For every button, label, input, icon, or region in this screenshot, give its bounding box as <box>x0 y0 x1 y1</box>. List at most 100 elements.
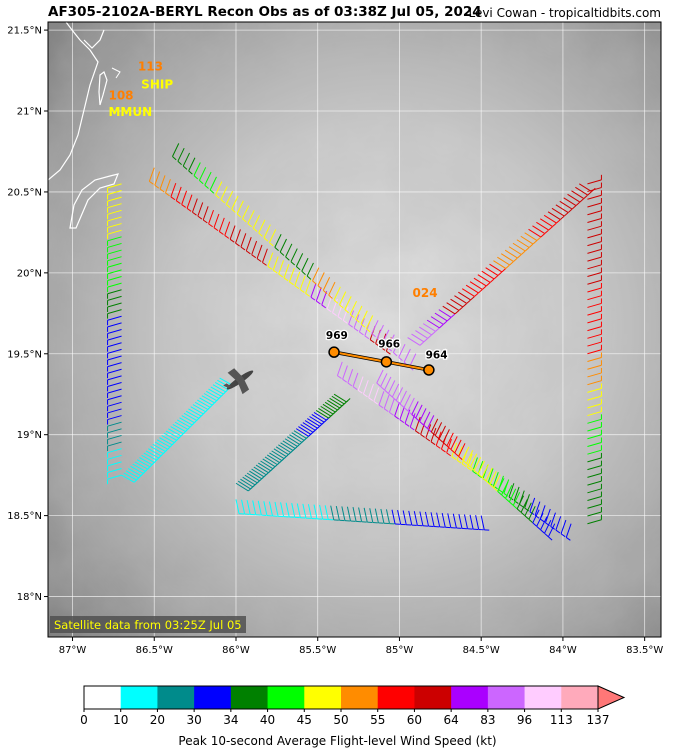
wind-barb <box>587 434 602 440</box>
wind-barb <box>402 510 407 525</box>
wind-barb <box>487 468 494 483</box>
wind-barb <box>387 334 395 348</box>
wind-barb-flag <box>505 497 510 503</box>
wind-barb-flag <box>520 511 526 517</box>
wind-barb <box>307 504 312 519</box>
wind-barb <box>492 472 499 487</box>
wind-barb-flag <box>202 219 208 224</box>
wind-barb-flag <box>521 250 526 255</box>
wind-barb <box>193 162 201 176</box>
wind-barb-flag <box>497 491 502 496</box>
wind-barb-flag <box>591 187 596 192</box>
wind-barb-flag <box>279 251 285 256</box>
wind-barb-flag <box>458 456 463 461</box>
wind-barb <box>543 214 557 224</box>
wind-barb <box>587 241 602 247</box>
wind-barb <box>587 411 602 417</box>
wind-barb <box>430 512 435 527</box>
wind-barb <box>454 439 462 454</box>
wind-barb <box>365 315 374 329</box>
wind-barb <box>208 209 214 225</box>
wind-barb <box>587 357 602 362</box>
wind-barb <box>274 234 282 248</box>
wind-barb <box>450 436 458 450</box>
wind-barb <box>285 502 290 518</box>
wind-barb <box>485 467 493 482</box>
wind-barb <box>107 262 122 268</box>
wind-barb-flag <box>386 350 391 355</box>
wind-barb-flag <box>373 400 379 405</box>
wind-barb <box>575 186 588 196</box>
wind-barb <box>177 147 185 162</box>
wind-barb <box>516 495 524 510</box>
wind-barb-flag <box>524 515 530 520</box>
wind-barb-flag <box>519 503 524 508</box>
wind-barb-flag <box>290 261 296 266</box>
lat-lon-grid <box>48 22 661 637</box>
wind-barb <box>197 202 204 217</box>
wind-barb-flag <box>342 319 348 324</box>
wind-barb <box>458 443 466 457</box>
wind-barb <box>224 221 231 236</box>
wind-barb <box>380 373 388 387</box>
colorbar-segment <box>304 686 342 709</box>
wind-barb <box>567 193 581 203</box>
colorbar-tick-label: 96 <box>517 713 532 727</box>
wind-barb <box>451 442 458 457</box>
wind-barb <box>532 225 546 234</box>
wind-barb <box>213 213 220 228</box>
wind-barb <box>587 372 602 378</box>
wind-barb <box>438 309 452 318</box>
wind-barb <box>328 281 336 296</box>
cozumel-island <box>98 71 108 106</box>
wind-barb-flag <box>512 504 518 510</box>
wind-barb-flag <box>213 227 219 232</box>
wind-barb <box>107 468 122 474</box>
wind-barb <box>312 267 320 282</box>
satellite-note: Satellite data from 03:25Z Jul 05 <box>54 618 242 632</box>
wind-barb-flag <box>278 273 283 278</box>
wind-barb <box>458 514 463 529</box>
wind-barb <box>299 275 306 290</box>
wind-barb-flag <box>552 222 557 227</box>
wind-barb-flag <box>235 242 240 247</box>
wind-barb <box>493 474 501 489</box>
wind-barb-flag <box>461 463 467 468</box>
wind-barb <box>322 403 336 413</box>
wind-barb <box>315 409 329 419</box>
wind-barb-flag <box>392 396 397 401</box>
wind-barb-flag <box>357 389 363 394</box>
wind-barb <box>587 403 602 409</box>
wind-barb-flag <box>172 156 177 161</box>
wind-barb-flag <box>450 313 456 318</box>
wind-barb-flag <box>509 501 514 506</box>
wind-barb-flag <box>481 477 487 482</box>
wind-barb <box>415 330 429 339</box>
wind-barb <box>385 509 391 524</box>
wind-barb <box>154 441 168 450</box>
wind-barb <box>170 426 184 435</box>
wind-barb <box>472 457 478 472</box>
wind-barb-flag <box>532 522 537 527</box>
wind-barb <box>587 333 602 339</box>
wind-barb-flag <box>509 261 514 266</box>
wind-barb-flag <box>446 317 452 322</box>
wind-barb-flag <box>289 281 294 286</box>
wind-barb <box>524 232 538 241</box>
wind-barb <box>532 509 540 524</box>
wind-barb <box>225 190 234 205</box>
wind-barb <box>264 456 278 466</box>
wind-barb <box>311 414 325 423</box>
wind-barb <box>271 450 285 459</box>
wind-barb-flag <box>208 223 213 228</box>
wind-barb <box>161 434 175 444</box>
wind-barb-flag <box>251 254 257 259</box>
wind-barb <box>528 506 536 520</box>
coast-islet <box>111 67 121 79</box>
colorbar-extend-arrow <box>597 685 626 710</box>
wind-barb <box>411 333 425 343</box>
wind-barb-flag <box>355 318 360 323</box>
wind-barb-flag <box>380 386 385 391</box>
wind-barb <box>319 504 324 520</box>
wind-barb <box>283 264 290 279</box>
